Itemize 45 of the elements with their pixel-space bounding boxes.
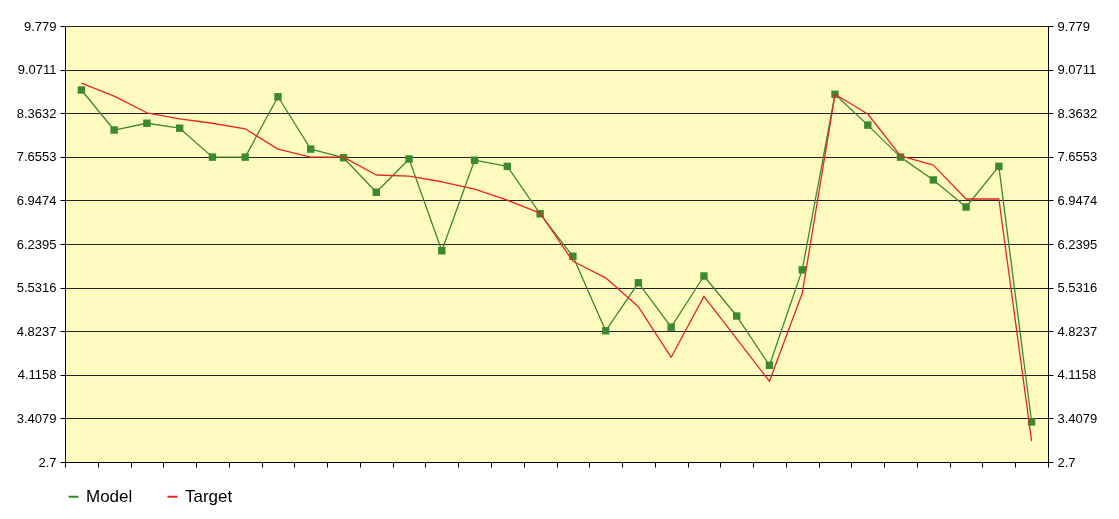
y-tick-label: 3.4079 (16, 410, 57, 426)
point (864, 121, 872, 129)
y-tick-label: 5.5316 (16, 280, 57, 296)
y-tick-label: 2.7 (38, 454, 57, 470)
y2-tick-label: 9.779 (1057, 18, 1091, 34)
point (667, 323, 675, 331)
point (733, 312, 741, 320)
legend-label: Target (185, 486, 233, 506)
point (241, 153, 249, 161)
point (307, 145, 315, 153)
y2-tick-label: 2.7 (1057, 454, 1076, 470)
y-tick-label: 6.2395 (16, 236, 57, 252)
point (962, 203, 970, 211)
point (929, 176, 938, 184)
y2-tick-label: 8.3632 (1057, 105, 1098, 121)
point (700, 272, 708, 280)
y2-tick-label: 5.5316 (1057, 280, 1098, 296)
point (208, 153, 217, 161)
point (110, 126, 118, 134)
point (77, 86, 86, 94)
y-tick-label: 4.1158 (17, 367, 57, 383)
point (798, 266, 806, 274)
point (470, 156, 479, 164)
y2-tick-label: 3.4079 (1057, 410, 1098, 426)
point (175, 124, 184, 132)
y2-tick-label: 4.8237 (1057, 323, 1098, 339)
point (995, 162, 1003, 171)
point (569, 252, 577, 260)
legend-label: Model (86, 486, 133, 506)
y-tick-label: 4.8237 (16, 323, 57, 339)
y2-tick-label: 6.2395 (1057, 236, 1098, 252)
y-tick-label: 8.3632 (16, 105, 57, 121)
point (274, 93, 282, 101)
point (601, 327, 610, 335)
y2-tick-label: 9.0711 (1057, 62, 1097, 78)
y2-tick-label: 6.9474 (1057, 192, 1098, 208)
y-tick-label: 6.9474 (16, 192, 57, 208)
y-tick-label: 9.0711 (17, 62, 57, 78)
y2-tick-label: 4.1158 (1057, 367, 1097, 383)
point (143, 119, 151, 127)
y-tick-label: 7.6553 (16, 149, 57, 165)
y2-tick-label: 7.6553 (1057, 149, 1098, 165)
point (438, 247, 446, 255)
point (405, 155, 413, 163)
y-tick-label: 9.779 (23, 18, 57, 34)
